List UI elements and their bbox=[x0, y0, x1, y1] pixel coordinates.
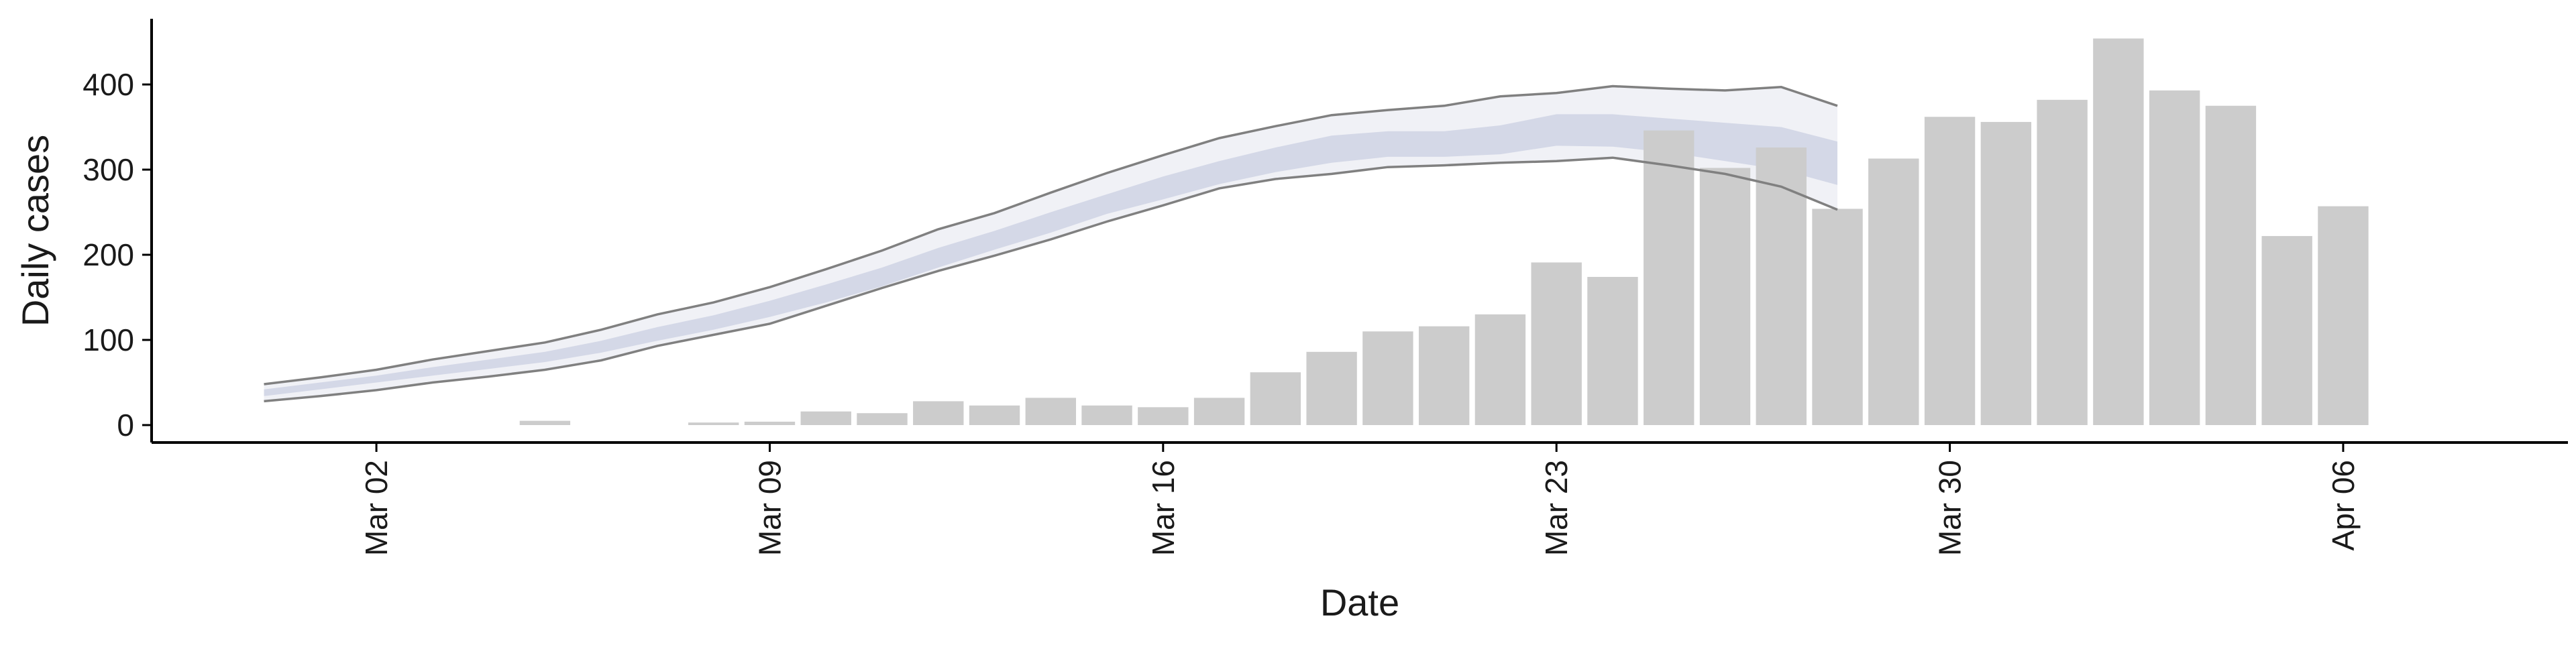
case-bar bbox=[1362, 331, 1413, 425]
x-tick-label: Mar 16 bbox=[1146, 460, 1181, 556]
y-tick-label: 400 bbox=[83, 67, 134, 102]
estimate-line-layer bbox=[264, 84, 1838, 403]
case-bar bbox=[1418, 326, 1470, 425]
case-bar bbox=[2261, 236, 2312, 425]
bar-layer bbox=[519, 38, 2369, 426]
case-bar bbox=[1138, 407, 1189, 425]
x-tick-label: Mar 30 bbox=[1933, 460, 1968, 556]
y-tick-label: 0 bbox=[117, 408, 134, 443]
case-bar bbox=[688, 422, 739, 425]
case-bar bbox=[1756, 147, 1807, 426]
case-bar bbox=[1193, 398, 1245, 425]
x-tick-label: Mar 23 bbox=[1539, 460, 1574, 556]
case-bar bbox=[2037, 99, 2088, 426]
case-bar bbox=[800, 411, 851, 425]
case-bar bbox=[1025, 398, 1076, 425]
case-bar bbox=[913, 401, 964, 425]
case-bar bbox=[2318, 206, 2369, 425]
case-bar bbox=[1980, 121, 2032, 425]
y-tick-label: 200 bbox=[83, 237, 134, 272]
case-bar bbox=[1699, 168, 1751, 425]
case-bar bbox=[519, 420, 571, 425]
y-tick-label: 300 bbox=[83, 152, 134, 187]
case-bar bbox=[1306, 351, 1357, 425]
case-bar bbox=[1644, 130, 1695, 425]
x-tick-label: Mar 09 bbox=[752, 460, 787, 556]
x-axis-title: Date bbox=[1320, 581, 1399, 624]
case-bar bbox=[1531, 262, 1582, 425]
case-bar bbox=[969, 405, 1020, 425]
y-tick-label: 100 bbox=[83, 322, 134, 357]
case-bar bbox=[744, 421, 796, 425]
estimate-upper-line bbox=[264, 84, 1838, 386]
case-bar bbox=[1868, 158, 1919, 426]
case-bar bbox=[1474, 314, 1526, 425]
case-bar bbox=[1081, 405, 1132, 425]
case-bar bbox=[2205, 105, 2257, 425]
case-bar bbox=[1587, 277, 1638, 425]
case-bar bbox=[1250, 372, 1301, 425]
case-bar bbox=[2149, 90, 2200, 425]
y-axis-title: Daily cases bbox=[14, 135, 56, 327]
case-bar bbox=[2093, 38, 2144, 426]
case-bar bbox=[857, 413, 908, 425]
x-ticks: Mar 02 Mar 09 Mar 16 Mar 23 Mar 30 Apr 06 bbox=[359, 443, 2361, 556]
x-tick-label: Apr 06 bbox=[2326, 460, 2361, 551]
case-bar bbox=[1924, 117, 1976, 425]
estimate-lower-line bbox=[264, 156, 1838, 403]
x-tick-label: Mar 02 bbox=[359, 460, 394, 556]
y-ticks: 0 100 200 300 400 bbox=[83, 67, 152, 443]
case-bar bbox=[1812, 209, 1863, 425]
